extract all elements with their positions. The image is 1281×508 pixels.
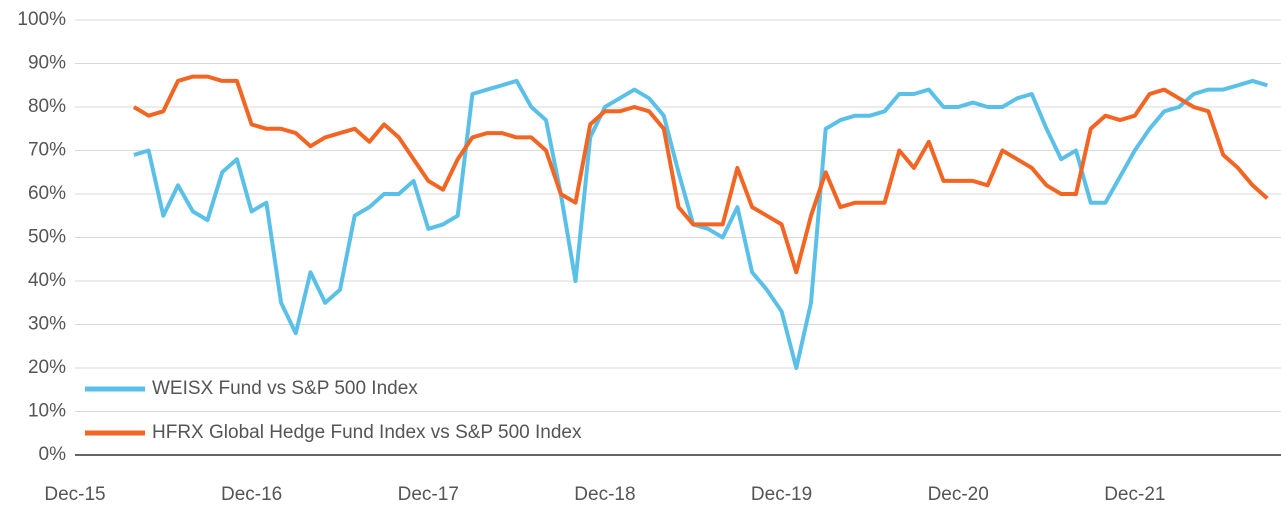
- x-tick-label: Dec-15: [44, 484, 105, 505]
- series-line: [133, 78, 1268, 370]
- y-tick-label: 50%: [28, 227, 66, 248]
- x-tick-label: Dec-18: [574, 484, 635, 505]
- x-tick-label: Dec-17: [398, 484, 459, 505]
- y-tick-label: 60%: [28, 183, 66, 204]
- x-tick-label: Dec-20: [928, 484, 989, 505]
- y-tick-label: 80%: [28, 96, 66, 117]
- y-tick-label: 10%: [28, 401, 66, 422]
- x-tick-label: Dec-21: [1104, 484, 1165, 505]
- x-tick-label: Dec-19: [751, 484, 812, 505]
- y-tick-label: 30%: [28, 314, 66, 335]
- x-tick-label: Dec-16: [221, 484, 282, 505]
- y-tick-label: 0%: [39, 444, 67, 465]
- y-tick-label: 40%: [28, 270, 66, 291]
- y-tick-label: 90%: [28, 53, 66, 74]
- y-tick-label: 100%: [17, 9, 66, 30]
- y-tick-label: 20%: [28, 357, 66, 378]
- series-line: [132, 74, 1269, 275]
- y-tick-label: 70%: [28, 140, 66, 161]
- legend-label: HFRX Global Hedge Fund Index vs S&P 500 …: [152, 422, 582, 443]
- legend-label: WEISX Fund vs S&P 500 Index: [152, 378, 418, 399]
